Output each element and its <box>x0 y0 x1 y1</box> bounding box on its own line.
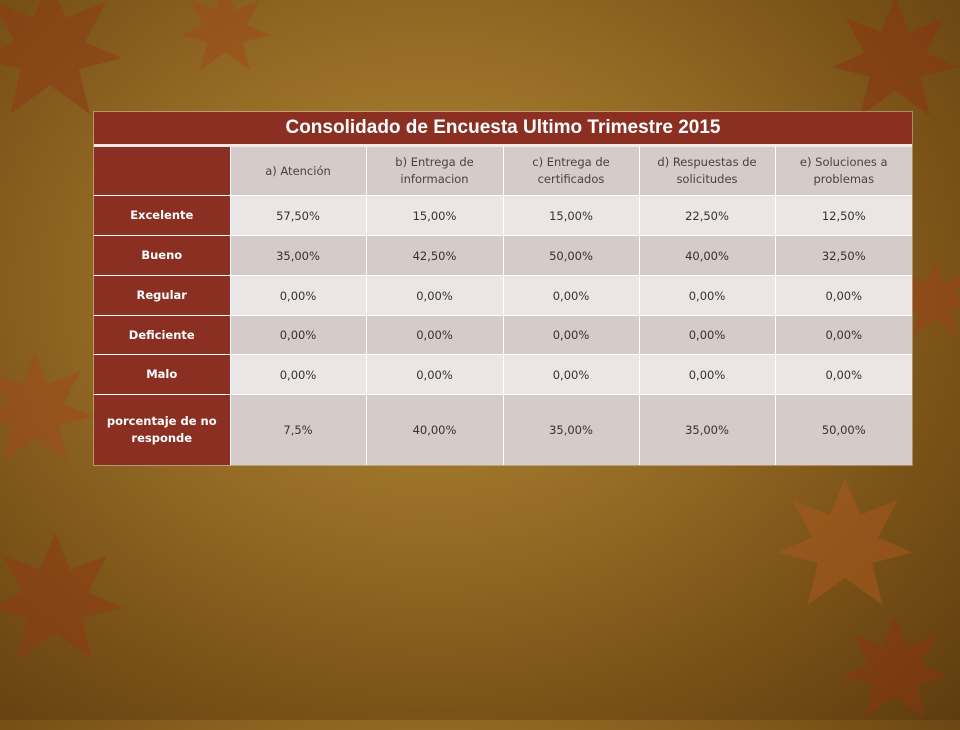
table-cell: 0,00% <box>638 315 775 355</box>
table-row: Deficiente 0,00% 0,00% 0,00% 0,00% 0,00% <box>94 315 912 355</box>
table-cell: 0,00% <box>774 315 912 355</box>
leaf-decoration-icon <box>0 0 122 114</box>
row-label: Excelente <box>94 195 231 236</box>
leaf-decoration-icon <box>0 351 94 462</box>
table-row: porcentaje de no responde 7,5% 40,00% 35… <box>94 394 912 465</box>
table-cell: 50,00% <box>502 235 639 276</box>
table-cell: 0,00% <box>774 354 912 395</box>
table-cell: 0,00% <box>365 315 503 355</box>
table-cell: 0,00% <box>638 275 775 316</box>
table-row: Regular 0,00% 0,00% 0,00% 0,00% 0,00% <box>94 275 912 316</box>
table-row: Bueno 35,00% 42,50% 50,00% 40,00% 32,50% <box>94 235 912 276</box>
leaf-decoration-icon <box>180 0 270 70</box>
table-cell: 0,00% <box>365 275 503 316</box>
table-row: Excelente 57,50% 15,00% 15,00% 22,50% 12… <box>94 195 912 236</box>
leaf-decoration-icon <box>777 477 913 605</box>
table-row: Malo 0,00% 0,00% 0,00% 0,00% 0,00% <box>94 354 912 395</box>
leaf-decoration-icon <box>832 0 958 116</box>
column-header: a) Atención <box>229 145 366 196</box>
table-cell: 15,00% <box>365 195 503 236</box>
table-cell: 0,00% <box>229 354 366 395</box>
table-cell: 12,50% <box>774 195 912 236</box>
table-title: Consolidado de Encuesta Ultimo Trimestre… <box>94 112 912 147</box>
table-cell: 7,5% <box>229 394 366 465</box>
table-cell: 0,00% <box>229 315 366 355</box>
column-header: c) Entrega de certificados <box>502 145 639 196</box>
table-cell: 35,00% <box>638 394 775 465</box>
column-header: e) Soluciones a problemas <box>774 145 912 196</box>
table-cell: 0,00% <box>229 275 366 316</box>
table-cell: 15,00% <box>502 195 639 236</box>
row-label: Regular <box>94 275 231 316</box>
table-cell: 35,00% <box>502 394 639 465</box>
row-label: Malo <box>94 354 231 395</box>
column-header: d) Respuestas de solicitudes <box>638 145 775 196</box>
table-cell: 22,50% <box>638 195 775 236</box>
table-cell: 42,50% <box>365 235 503 276</box>
table-cell: 0,00% <box>502 275 639 316</box>
leaf-decoration-icon <box>0 532 123 660</box>
row-label: Deficiente <box>94 315 231 355</box>
table-cell: 57,50% <box>229 195 366 236</box>
corner-cell <box>94 145 231 196</box>
table-cell: 32,50% <box>774 235 912 276</box>
row-label: Bueno <box>94 235 231 276</box>
row-label: porcentaje de no responde <box>94 394 231 465</box>
table-cell: 40,00% <box>365 394 503 465</box>
leaf-decoration-icon <box>841 616 949 718</box>
table-cell: 50,00% <box>774 394 912 465</box>
column-header: b) Entrega de informacion <box>365 145 503 196</box>
table-cell: 0,00% <box>638 354 775 395</box>
table-cell: 0,00% <box>774 275 912 316</box>
table-cell: 35,00% <box>229 235 366 276</box>
table-cell: 0,00% <box>502 315 639 355</box>
table-cell: 0,00% <box>502 354 639 395</box>
table-cell: 40,00% <box>638 235 775 276</box>
survey-table: Consolidado de Encuesta Ultimo Trimestre… <box>94 112 912 465</box>
table-cell: 0,00% <box>365 354 503 395</box>
